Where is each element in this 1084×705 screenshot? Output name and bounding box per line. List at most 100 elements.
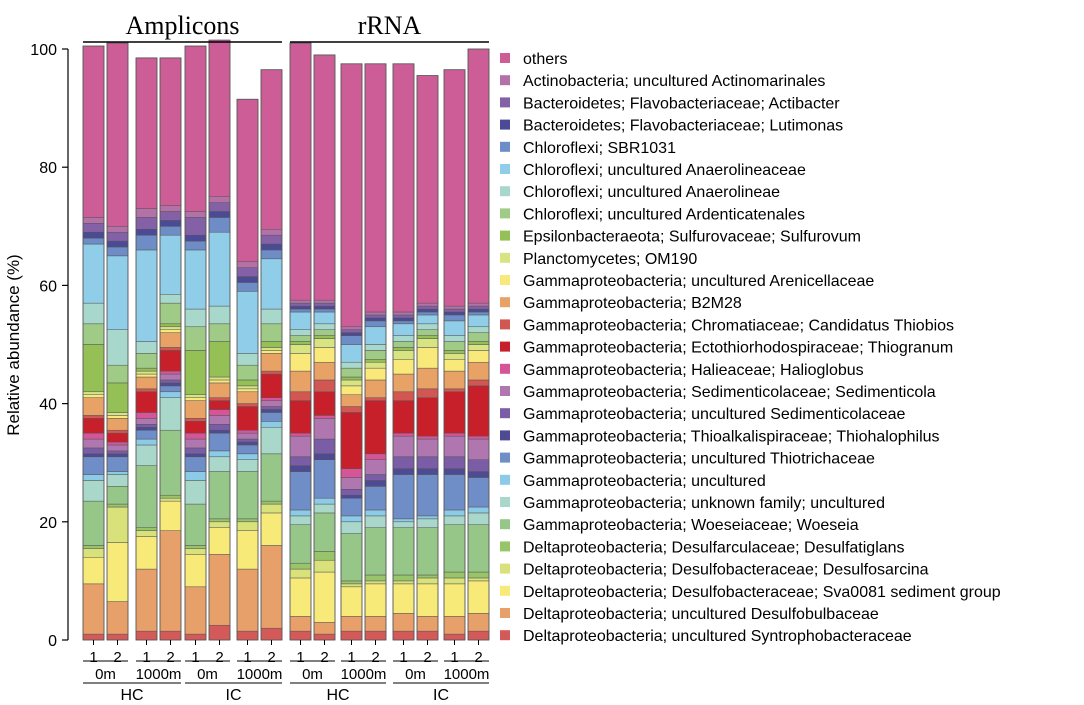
bar-segment	[135, 388, 158, 393]
legend-swatch	[500, 585, 510, 596]
bar-segment	[364, 616, 387, 632]
bar-segment	[392, 432, 415, 437]
bar-segment	[467, 577, 490, 582]
legend-label: Chloroflexi; uncultured Anaerolineae	[523, 184, 780, 201]
legend-item: Bacteroidetes; Flavobacteriaceae; Actiba…	[500, 95, 840, 112]
bar-segment	[236, 276, 259, 283]
legend-label: Deltaproteobacteria; Desulfobacteraceae;…	[523, 584, 1001, 601]
bar-segment	[416, 474, 439, 517]
replicate-label: 1	[191, 649, 199, 666]
bar-segment	[260, 512, 283, 546]
bar-segment	[135, 249, 158, 342]
bar-segment	[159, 370, 182, 375]
legend-label: Epsilonbacteraeota; Sulfurovaceae; Sulfu…	[523, 229, 861, 246]
bar-segment	[106, 471, 129, 475]
bar-segment	[135, 376, 158, 390]
bar-segment	[443, 391, 466, 434]
bar-segment	[313, 305, 336, 310]
legend-item: Gammaproteobacteria; unknown family; unc…	[500, 495, 885, 512]
bar-segment	[260, 258, 283, 310]
bar-segment	[82, 397, 105, 416]
bar-segment	[289, 353, 312, 372]
bar-segment	[135, 208, 158, 218]
bar-stack	[208, 39, 231, 641]
bar-segment	[208, 554, 231, 626]
bar-segment	[416, 329, 439, 336]
bar-segment	[313, 347, 336, 363]
legend-item: Actinobacteria; uncultured Actinomarinal…	[500, 73, 825, 90]
bar-segment	[260, 370, 283, 375]
bar-segment	[443, 69, 466, 307]
bar-segment	[184, 586, 207, 635]
legend-swatch	[500, 53, 510, 63]
bar-segment	[467, 613, 490, 632]
bar-segment	[467, 512, 490, 526]
bar-segment	[236, 459, 259, 472]
bar-segment	[289, 400, 312, 434]
bar-segment	[467, 438, 490, 460]
legend-label: Bacteroidetes; Flavobacteriaceae; Lutimo…	[523, 118, 843, 135]
bar-segment	[443, 314, 466, 322]
bar-segment	[260, 234, 283, 245]
bar-segment	[184, 326, 207, 351]
bar-segment	[364, 527, 387, 576]
bar-stack	[313, 54, 336, 641]
replicate-label: 2	[267, 649, 275, 666]
bar-segment	[364, 509, 387, 517]
bar-segment	[443, 350, 466, 354]
legend-swatch	[500, 519, 510, 530]
bar-segment	[159, 294, 182, 304]
legend-swatch	[500, 430, 510, 441]
bar-segment	[260, 323, 283, 342]
legend-label: Gammaproteobacteria; Thioalkalispiraceae…	[523, 428, 940, 445]
bar-segment	[106, 432, 129, 443]
bar-segment	[313, 338, 336, 348]
bars-area	[82, 39, 490, 641]
legend-swatch	[500, 408, 510, 419]
legend-item: Chloroflexi; uncultured Ardenticatenales	[500, 206, 805, 223]
legend-label: Gammaproteobacteria; Halieaceae; Haliogl…	[523, 362, 864, 379]
legend-item: Gammaproteobacteria; uncultured Thiotric…	[500, 451, 875, 468]
bar-segment	[135, 217, 158, 230]
bar-segment	[467, 350, 490, 363]
legend-item: Epsilonbacteraeota; Sulfurovaceae; Sulfu…	[500, 229, 861, 246]
bar-segment	[135, 465, 158, 528]
bar-segment	[467, 308, 490, 313]
bar-segment	[106, 456, 129, 472]
bar-segment	[82, 223, 105, 233]
bar-segment	[135, 353, 158, 369]
bar-segment	[184, 432, 207, 440]
bar-segment	[313, 497, 336, 505]
legend: others Actinobacteria; uncultured Actinom…	[500, 51, 1001, 645]
bar-segment	[184, 211, 207, 218]
bar-segment	[106, 329, 129, 366]
bar-segment	[289, 524, 312, 564]
legend-item: Gammaproteobacteria; uncultured Arenicel…	[500, 273, 874, 290]
bar-segment	[416, 305, 439, 310]
bar-segment	[260, 627, 283, 641]
bar-segment	[82, 391, 105, 395]
bar-segment	[208, 397, 231, 401]
bar-segment	[443, 341, 466, 351]
bar-segment	[236, 432, 259, 440]
bar-segment	[340, 379, 363, 387]
y-axis-label: Relative abundance (%)	[4, 254, 23, 435]
bar-segment	[467, 471, 490, 478]
bar-segment	[184, 453, 207, 458]
bar-segment	[340, 329, 363, 333]
bar-segment	[467, 326, 490, 333]
legend-swatch	[500, 608, 510, 618]
bar-segment	[159, 500, 182, 531]
bar-segment	[416, 515, 439, 520]
bar-segment	[443, 370, 466, 390]
legend-swatch	[500, 452, 510, 463]
bar-segment	[106, 240, 129, 248]
bar-segment	[159, 323, 182, 328]
bar-segment	[443, 388, 466, 393]
bar-segment	[443, 359, 466, 372]
bar-segment	[135, 412, 158, 419]
bar-segment	[236, 353, 259, 366]
depth-label: 0m	[405, 666, 426, 683]
bar-segment	[340, 367, 363, 378]
bar-segment	[236, 630, 259, 641]
